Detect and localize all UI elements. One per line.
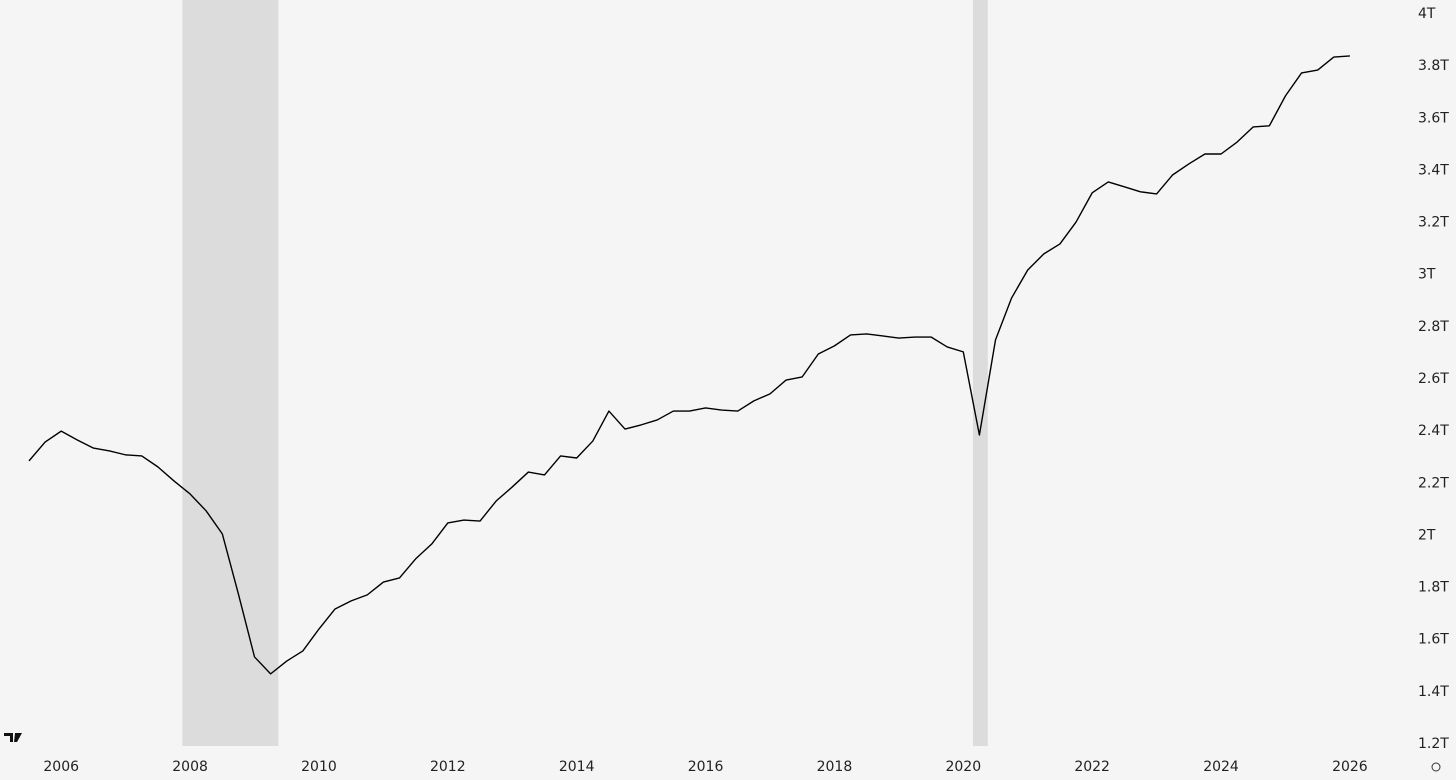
- y-tick-label: 2.6T: [1418, 371, 1449, 387]
- y-tick-label: 1.6T: [1418, 632, 1449, 648]
- y-tick-label: 4T: [1418, 6, 1436, 22]
- y-tick-label: 2.4T: [1418, 423, 1449, 439]
- recession-band: [972, 0, 988, 746]
- y-tick-label: 1.4T: [1418, 684, 1449, 700]
- y-tick-label: 3T: [1418, 267, 1436, 283]
- y-tick-label: 3.6T: [1418, 110, 1449, 126]
- logo: [4, 733, 22, 742]
- x-tick-label: 2024: [1203, 759, 1239, 775]
- x-tick-label: 2018: [817, 759, 853, 775]
- recession-band: [182, 0, 279, 746]
- y-tick-label: 2.8T: [1418, 319, 1449, 335]
- y-tick-label: 2.2T: [1418, 475, 1449, 491]
- y-tick-label: 1.2T: [1418, 736, 1449, 752]
- x-tick-label: 2012: [430, 759, 466, 775]
- x-tick-label: 2010: [301, 759, 337, 775]
- icon: [1431, 762, 1441, 772]
- y-tick-label: 3.4T: [1418, 162, 1449, 178]
- x-tick-label: 2022: [1074, 759, 1110, 775]
- y-tick-label: 2T: [1418, 527, 1436, 543]
- y-tick-label: 3.2T: [1418, 215, 1449, 231]
- logo-mark: [4, 733, 22, 742]
- line-series: [28, 55, 1350, 675]
- x-tick-label: 2008: [172, 759, 208, 775]
- y-tick-label: 1.8T: [1418, 580, 1449, 596]
- y-tick-label: 3.8T: [1418, 58, 1449, 74]
- x-tick-label: 2014: [559, 759, 595, 775]
- x-tick-label: 2026: [1332, 759, 1368, 775]
- x-tick-label: 2020: [945, 759, 981, 775]
- x-tick-label: 2006: [43, 759, 79, 775]
- recession-layer: [182, 0, 988, 746]
- x-tick-label: 2016: [688, 759, 724, 775]
